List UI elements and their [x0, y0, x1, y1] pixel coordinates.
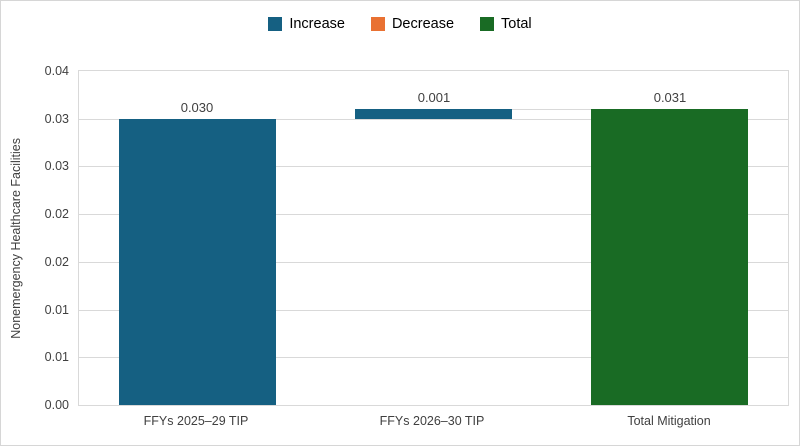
- gridline: [79, 310, 788, 311]
- y-tick-label: 0.02: [44, 207, 69, 221]
- gridline: [79, 357, 788, 358]
- x-axis-label: Total Mitigation: [627, 414, 711, 428]
- x-axis-label: FFYs 2026–30 TIP: [379, 414, 485, 428]
- legend-swatch-total-icon: [480, 17, 495, 31]
- y-tick-label: 0.02: [44, 255, 69, 269]
- y-tick-label: 0.01: [44, 350, 69, 364]
- x-axis-label: FFYs 2025–29 TIP: [143, 414, 249, 428]
- legend-label: Increase: [289, 16, 345, 32]
- waterfall-connector: [276, 119, 355, 120]
- legend-item-increase: Increase: [268, 16, 345, 32]
- legend-swatch-increase-icon: [268, 17, 283, 31]
- waterfall-connector: [512, 109, 591, 110]
- bar-data-label: 0.001: [417, 90, 451, 105]
- y-axis-title-wrap: Nonemergency Healthcare Facilities: [7, 70, 25, 406]
- bar-3: [591, 109, 748, 405]
- bar-data-label: 0.031: [653, 90, 687, 105]
- gridline: [79, 119, 788, 120]
- bar-1: [119, 119, 276, 405]
- y-tick-label: 0.03: [44, 159, 69, 173]
- gridline: [79, 214, 788, 215]
- legend-item-decrease: Decrease: [370, 16, 455, 32]
- y-tick-label: 0.00: [44, 398, 69, 412]
- gridline: [79, 262, 788, 263]
- plot-area: 0.030 0.001 0.031: [78, 70, 789, 406]
- y-tick-label: 0.01: [44, 303, 69, 317]
- y-axis-title: Nonemergency Healthcare Facilities: [9, 137, 23, 339]
- legend-item-total: Total: [480, 16, 532, 32]
- y-tick-label: 0.04: [44, 64, 69, 78]
- bar-data-label: 0.030: [180, 100, 214, 115]
- gridline: [79, 166, 788, 167]
- y-tick-label: 0.03: [44, 112, 69, 126]
- legend-label: Total: [501, 16, 532, 32]
- legend-label: Decrease: [391, 16, 455, 32]
- legend-swatch-decrease-icon: [370, 17, 385, 31]
- bar-2: [355, 109, 512, 119]
- chart-legend: Increase Decrease Total: [1, 16, 799, 32]
